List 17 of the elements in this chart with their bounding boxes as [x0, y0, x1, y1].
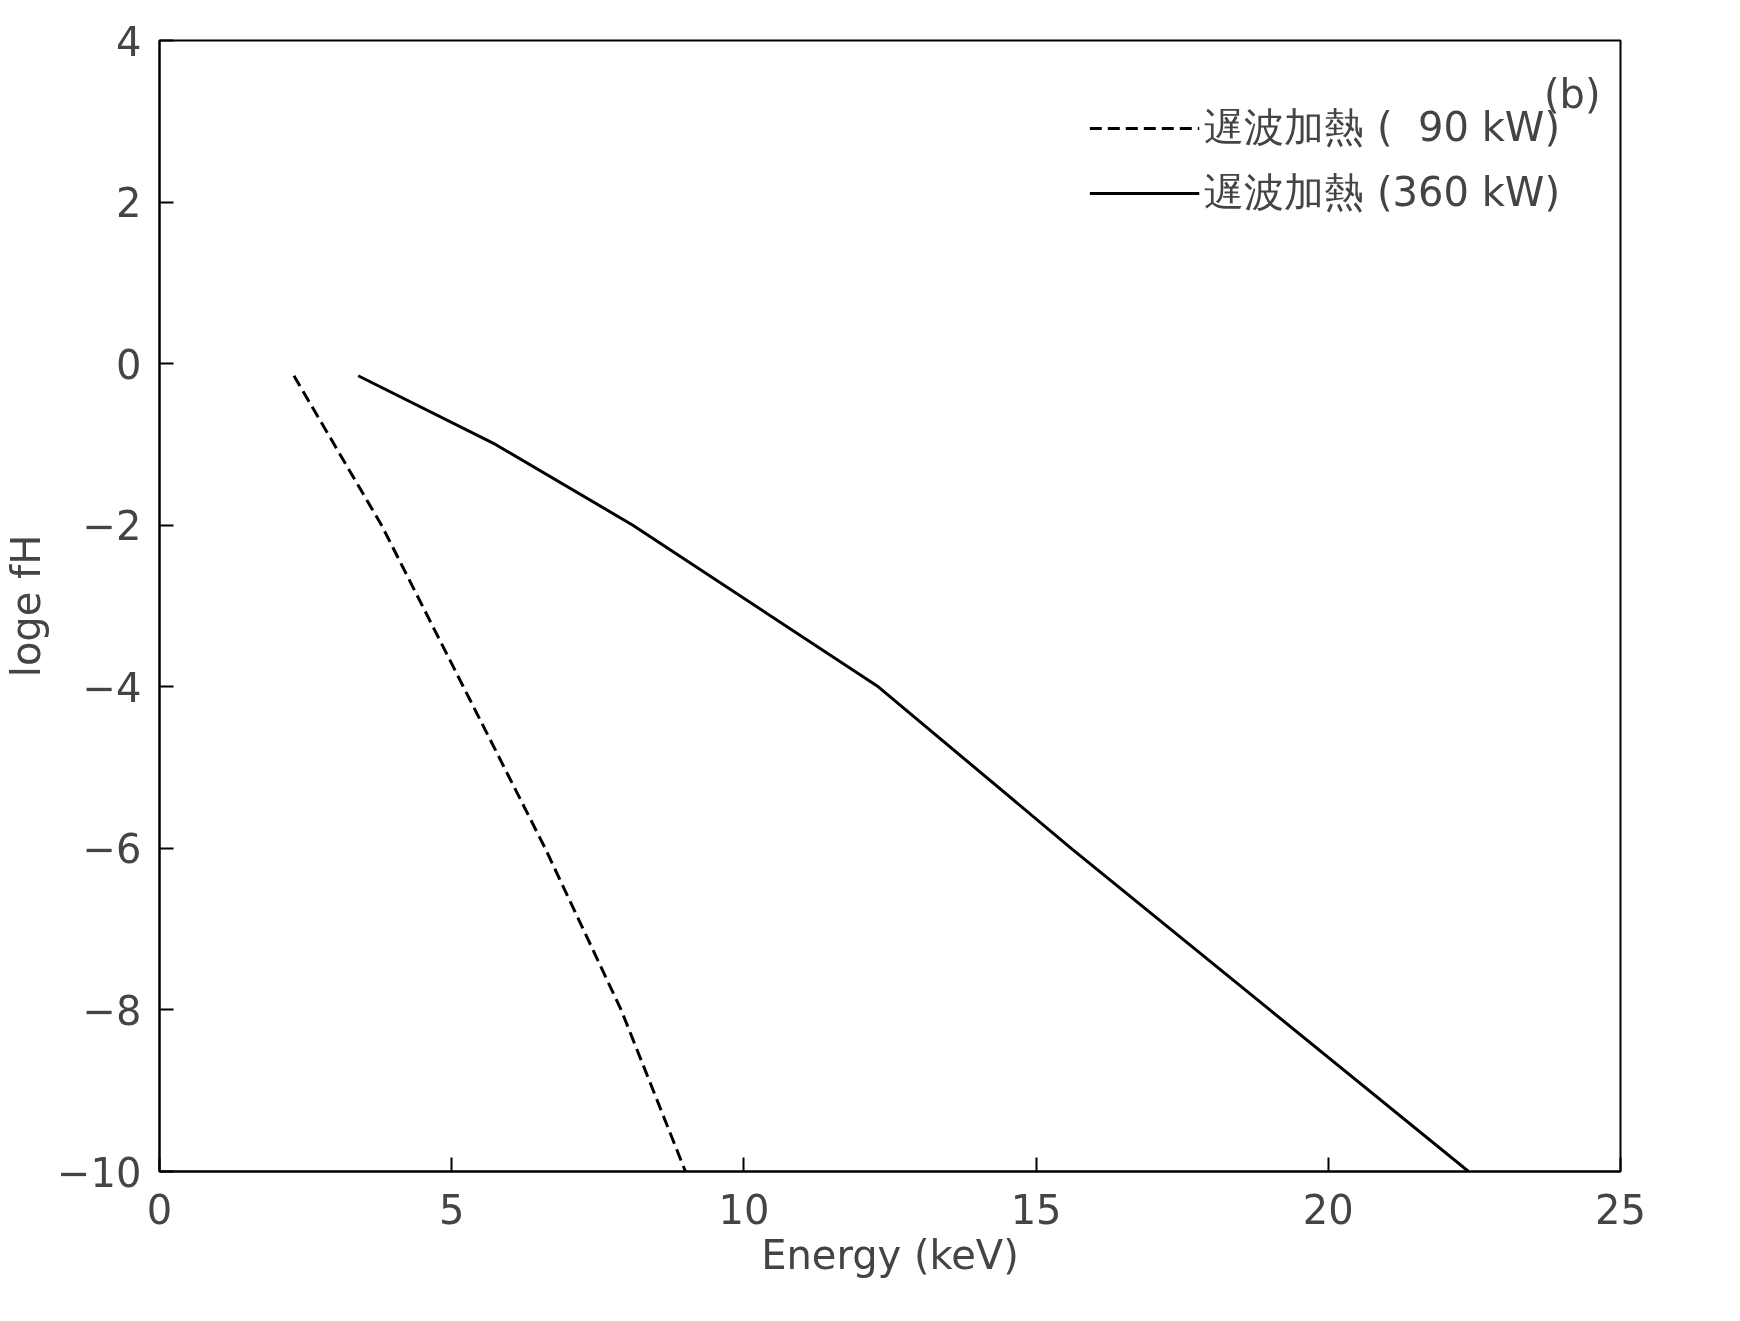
y-tick-label: −8 — [82, 987, 142, 1034]
x-tick-label: 5 — [438, 1186, 465, 1233]
y-tick-label: 4 — [116, 18, 142, 65]
y-tick-label: 2 — [116, 180, 142, 227]
x-axis-title: Energy (keV) — [761, 1231, 1019, 1278]
x-tick-label: 10 — [718, 1186, 770, 1233]
x-tick-label: 25 — [1595, 1186, 1646, 1233]
x-tick-label: 0 — [146, 1186, 173, 1233]
y-axis-title: loge fH — [3, 534, 50, 678]
x-tick-label: 15 — [1010, 1186, 1062, 1233]
y-tick-label: −2 — [82, 503, 142, 550]
y-tick-label: 0 — [116, 341, 142, 388]
x-tick-label: 20 — [1302, 1186, 1354, 1233]
legend-label: 遅波加熱 (360 kW) — [1204, 168, 1560, 217]
y-tick-label: −4 — [82, 664, 142, 711]
y-tick-label: −6 — [82, 826, 142, 873]
y-tick-label: −10 — [57, 1149, 142, 1196]
